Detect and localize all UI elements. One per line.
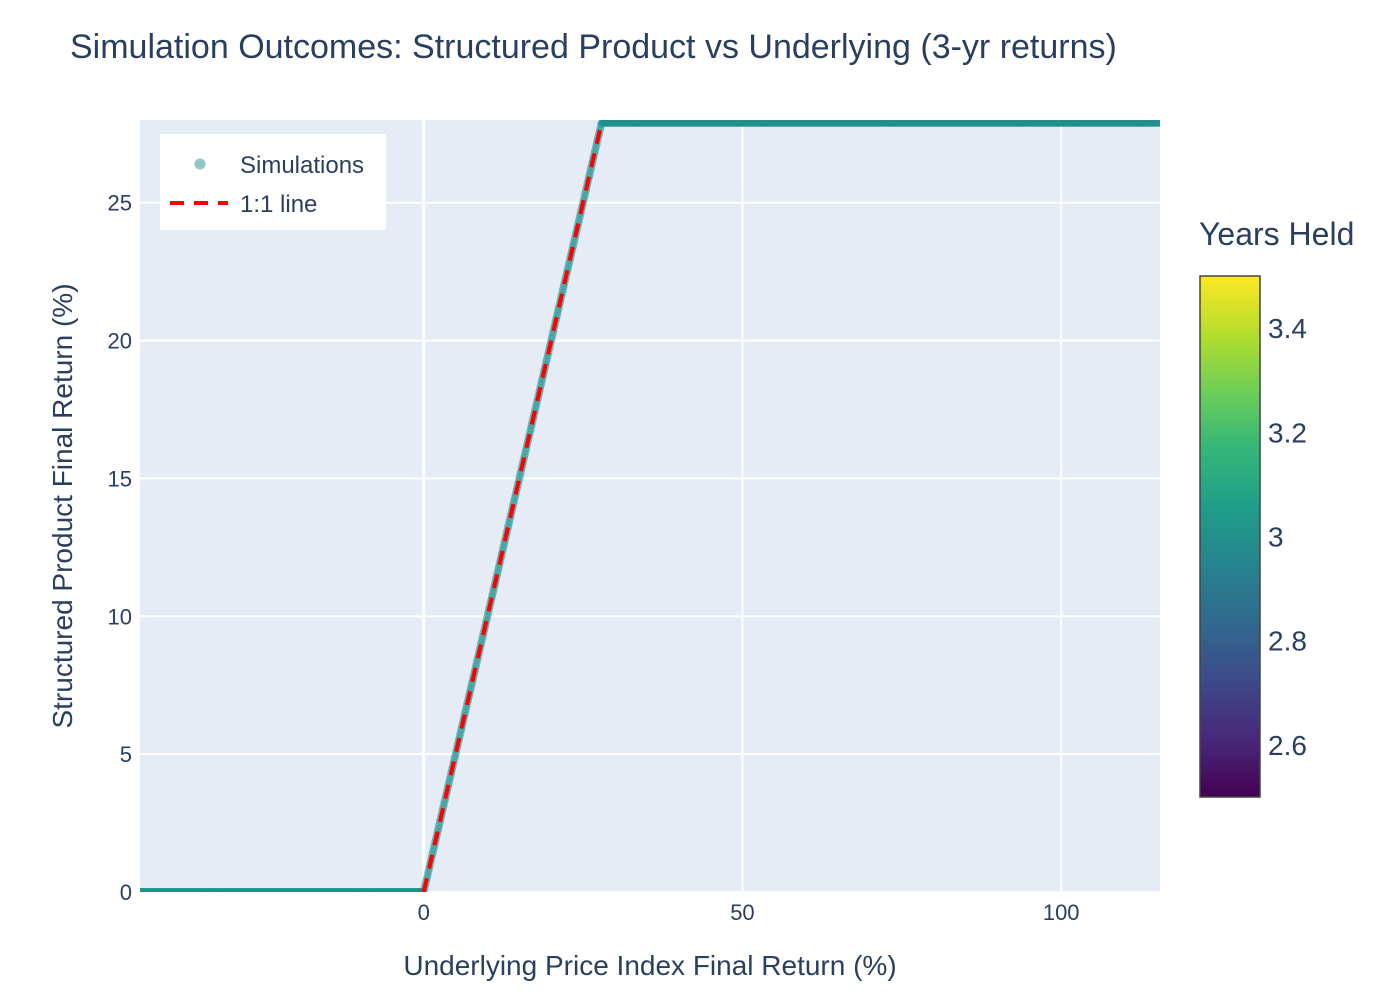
x-axis-label: Underlying Price Index Final Return (%) [403, 950, 896, 981]
x-tick-label-1: 50 [730, 900, 754, 925]
legend-simulations-label: Simulations [240, 152, 364, 179]
colorbar-gradient [1199, 275, 1261, 798]
colorbar-tick-label-1: 2.8 [1268, 626, 1307, 657]
legend-simulations-marker [194, 158, 206, 170]
y-tick-label-1: 5 [120, 742, 132, 767]
colorbar-tick-label-4: 3.4 [1268, 313, 1307, 344]
y-tick-label-5: 25 [108, 191, 132, 216]
colorbar-title: Years Held [1199, 216, 1354, 252]
y-tick-label-2: 10 [108, 604, 132, 629]
legend[interactable]: Simulations 1:1 line [160, 134, 386, 230]
simulation-point [1155, 120, 1160, 127]
legend-line-label: 1:1 line [240, 191, 317, 218]
data-marks [140, 120, 1160, 892]
y-axis-label: Structured Product Final Return (%) [47, 283, 78, 728]
colorbar-tick-label-2: 3 [1268, 522, 1284, 553]
tick-labels: 0 50 100 0 5 10 15 20 25 [108, 191, 1080, 925]
series-one-to-one-line [421, 122, 604, 892]
colorbar: Years Held 2.6 2.8 3 3.2 3.4 [1199, 216, 1354, 798]
plot-area [140, 120, 1160, 892]
y-tick-label-4: 20 [108, 329, 132, 354]
chart-title: Simulation Outcomes: Structured Product … [70, 28, 1117, 66]
legend-box [160, 134, 386, 230]
colorbar-tick-label-0: 2.6 [1268, 730, 1307, 761]
y-tick-label-0: 0 [120, 880, 132, 905]
colorbar-ticks: 2.6 2.8 3 3.2 3.4 [1268, 313, 1307, 761]
series-simulations [140, 120, 1160, 892]
colorbar-tick-label-3: 3.2 [1268, 417, 1307, 448]
x-tick-label-0: 0 [418, 900, 430, 925]
y-tick-label-3: 15 [108, 466, 132, 491]
x-tick-label-2: 100 [1043, 900, 1080, 925]
